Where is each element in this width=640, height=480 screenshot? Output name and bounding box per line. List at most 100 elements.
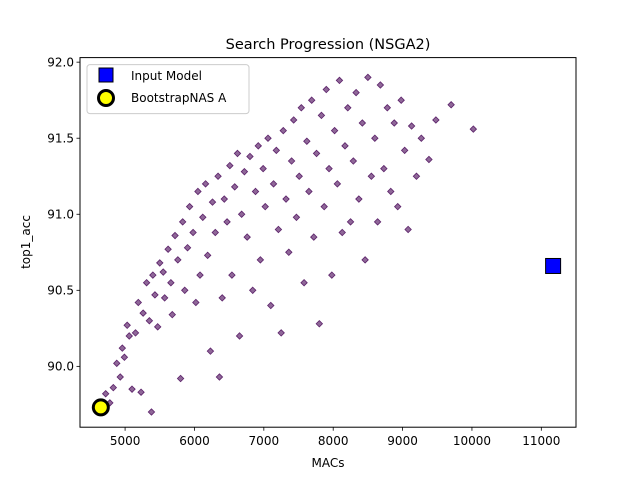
legend-bootstrapnas-label: BootstrapNAS A: [131, 91, 227, 105]
input-model-point: [545, 257, 562, 274]
search-point: [215, 373, 224, 381]
search-point: [149, 271, 157, 279]
y-tick-label: 90.0: [47, 360, 74, 374]
search-point: [404, 225, 412, 234]
search-point: [131, 329, 140, 337]
search-point: [305, 187, 313, 196]
search-point: [393, 202, 402, 211]
search-point: [407, 122, 416, 130]
search-point: [383, 104, 392, 112]
search-point: [256, 256, 265, 264]
y-tick-label: 90.5: [47, 284, 74, 298]
search-point: [254, 142, 263, 150]
x-tick-label: 11000: [522, 434, 560, 448]
search-point: [322, 85, 331, 94]
search-point: [137, 388, 145, 396]
search-point: [145, 316, 154, 325]
y-axis-label: top1_acc: [19, 215, 33, 269]
search-point: [376, 81, 385, 89]
search-point: [120, 353, 129, 362]
search-point: [164, 245, 172, 254]
search-point: [390, 119, 399, 127]
search-point: [180, 286, 189, 295]
search-point: [206, 347, 215, 355]
search-point: [123, 321, 131, 330]
search-point: [425, 155, 433, 164]
legend-box: [86, 64, 250, 115]
search-point: [147, 408, 156, 416]
search-point: [267, 301, 275, 310]
search-point: [279, 126, 288, 135]
search-point: [297, 104, 306, 112]
search-point: [289, 116, 298, 124]
search-point: [261, 202, 269, 211]
y-axis-ticks: 90.0 90.5 91.0 91.5 92.0: [47, 55, 80, 374]
search-point: [328, 271, 336, 279]
search-point: [228, 271, 236, 279]
search-point: [400, 146, 409, 155]
search-point: [226, 161, 234, 170]
search-point: [300, 278, 308, 287]
search-point: [160, 294, 169, 302]
search-point: [349, 157, 358, 165]
legend-input-model-marker: [98, 67, 114, 83]
search-point: [307, 96, 316, 104]
search-point: [243, 233, 251, 241]
search-point: [292, 213, 301, 222]
search-point: [397, 96, 405, 104]
search-point: [176, 374, 185, 383]
search-point: [237, 210, 246, 219]
search-point: [371, 134, 379, 142]
search-point: [109, 383, 118, 392]
search-point: [432, 116, 440, 124]
search-point: [282, 195, 290, 203]
y-tick-label: 91.0: [47, 208, 74, 222]
x-axis-ticks: 5000 6000 7000 8000 9000 10000 11000: [110, 427, 560, 448]
x-tick-label: 5000: [110, 434, 141, 448]
search-point: [230, 183, 239, 191]
search-point: [330, 126, 339, 135]
search-point: [168, 310, 177, 319]
search-point: [259, 164, 267, 173]
y-tick-label: 92.0: [47, 55, 74, 69]
x-tick-label: 10000: [453, 434, 491, 448]
search-point: [151, 291, 159, 299]
search-points-layer: [100, 73, 478, 416]
search-point: [183, 243, 192, 252]
search-point: [315, 320, 324, 328]
search-point: [469, 125, 478, 133]
legend: Input Model BootstrapNAS A: [86, 64, 250, 115]
search-point: [240, 167, 249, 176]
search-point: [211, 228, 220, 237]
search-point: [201, 180, 210, 188]
search-point: [235, 332, 244, 340]
search-point: [352, 88, 360, 97]
search-point: [338, 228, 346, 237]
search-point: [116, 373, 125, 381]
x-axis-label: MACs: [312, 456, 345, 470]
search-point: [214, 172, 222, 181]
search-point: [248, 286, 257, 295]
search-point: [218, 294, 226, 302]
search-point: [358, 119, 367, 127]
search-point: [325, 164, 333, 173]
x-tick-label: 8000: [318, 434, 349, 448]
search-point: [199, 213, 207, 222]
x-tick-label: 9000: [387, 434, 418, 448]
search-point: [134, 298, 143, 307]
search-point: [373, 218, 382, 226]
search-point: [118, 344, 127, 352]
search-point: [274, 225, 283, 234]
search-point: [113, 359, 121, 368]
search-point: [387, 187, 395, 196]
search-point: [167, 278, 175, 287]
search-point: [364, 73, 372, 82]
search-point: [380, 164, 388, 173]
search-point: [344, 104, 352, 112]
search-point: [125, 332, 134, 340]
search-point: [312, 149, 321, 158]
search-point: [320, 202, 328, 211]
legend-input-model-label: Input Model: [131, 69, 202, 83]
search-point: [185, 202, 194, 211]
